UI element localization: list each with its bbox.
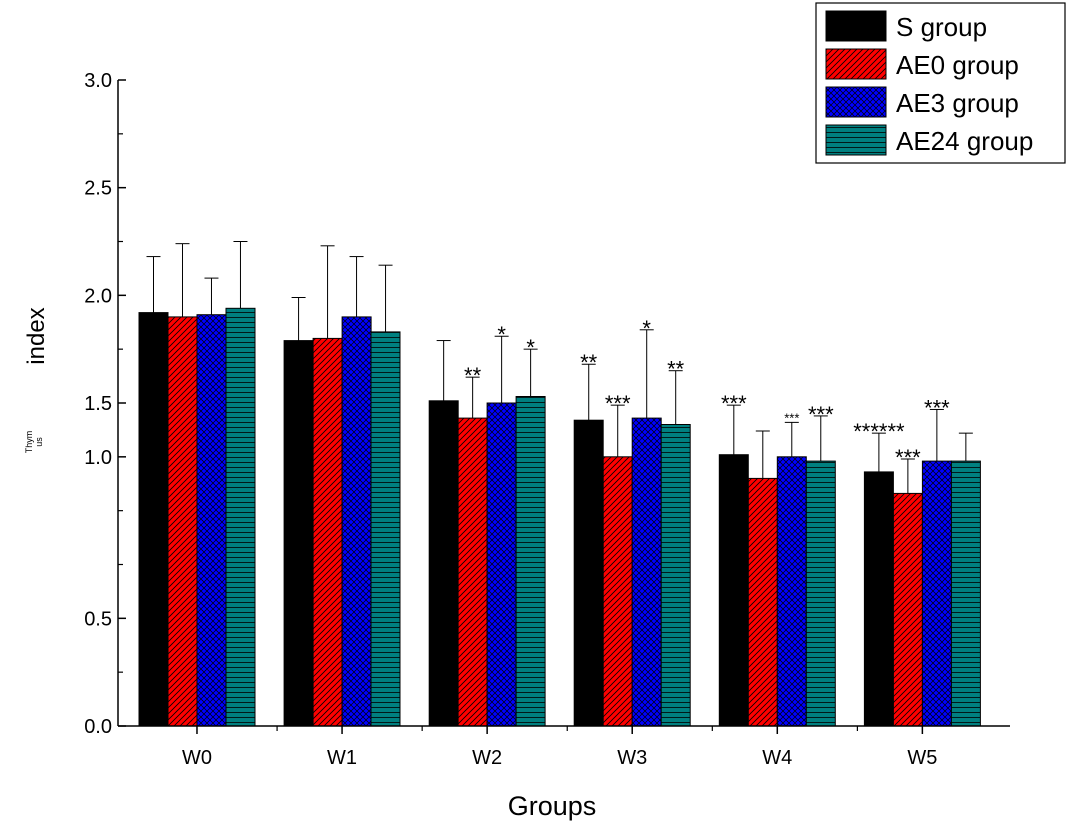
- bar-ae0-group-w5: [892, 492, 923, 727]
- bar-ae24-group-w1: [370, 331, 401, 727]
- legend-label-ae3-group: AE3 group: [896, 88, 1019, 118]
- bar-ae3-group-w3: [631, 417, 662, 727]
- significance-label: **: [580, 350, 598, 375]
- error-bar-s-group-w4: [726, 404, 741, 455]
- significance-label: ***: [605, 391, 631, 416]
- significance-label: *: [497, 322, 506, 347]
- y-tick-label: 1.0: [84, 447, 112, 469]
- error-bar-ae24-group-w0: [233, 241, 248, 309]
- legend: S group AE0 group AE3 group AE24 group: [815, 2, 1066, 164]
- error-bar-ae0-group-w2: [465, 376, 480, 419]
- significance-label: ***: [924, 396, 950, 421]
- error-bar-ae3-group-w4: [784, 421, 799, 457]
- significance-label: ***: [721, 391, 747, 416]
- error-bar-ae3-group-w5: [929, 408, 944, 462]
- error-bar-ae0-group-w5: [900, 458, 915, 494]
- error-bar-ae24-group-w5: [958, 432, 973, 462]
- error-bar-s-group-w3: [581, 363, 596, 421]
- bar-ae3-group-w1: [341, 316, 372, 727]
- error-bar-ae0-group-w3: [610, 404, 625, 457]
- error-bar-ae3-group-w1: [349, 256, 364, 317]
- bar-ae3-group-w0: [196, 314, 227, 727]
- error-bar-s-group-w2: [436, 340, 451, 401]
- bar-ae0-group-w0: [167, 316, 198, 727]
- bar-s-group-w1: [283, 340, 314, 727]
- error-bar-ae3-group-w0: [204, 277, 219, 315]
- bar-s-group-w5: [863, 471, 894, 727]
- legend-label-ae24-group: AE24 group: [896, 126, 1033, 156]
- significance-annotations: ****************** ***************: [464, 316, 950, 470]
- y-tick-label: 0.5: [84, 608, 112, 630]
- y-axis-label-sub-top: Thym: [24, 431, 34, 454]
- x-tick-label-w3: W3: [617, 747, 647, 769]
- significance-label: *: [642, 316, 651, 341]
- bar-ae3-group-w4: [776, 456, 807, 727]
- significance-label: ***: [808, 402, 834, 427]
- bar-ae24-group-w5: [950, 460, 981, 727]
- bar-s-group-w0: [138, 312, 169, 727]
- x-tick-label-w5: W5: [907, 747, 937, 769]
- error-bar-s-group-w5: [871, 432, 886, 472]
- significance-label: ***: [895, 445, 921, 470]
- bar-ae3-group-w5: [921, 460, 952, 727]
- bar-s-group-w4: [718, 454, 749, 727]
- significance-label: **: [667, 357, 685, 382]
- y-tick-label: 0.0: [84, 716, 112, 738]
- legend-label-s-group: S group: [896, 12, 987, 42]
- y-tick-label: 2.5: [84, 178, 112, 200]
- y-axis-label: index: [23, 307, 50, 364]
- legend-label-ae0-group: AE0 group: [896, 50, 1019, 80]
- x-tick-label-w0: W0: [182, 747, 212, 769]
- error-bar-ae3-group-w3: [639, 329, 654, 419]
- x-tick-label-w2: W2: [472, 747, 502, 769]
- significance-label: ******: [853, 419, 905, 444]
- y-axis-label-sub-bottom: us: [34, 437, 44, 447]
- x-tick-label-w4: W4: [762, 747, 792, 769]
- error-bar-ae24-group-w2: [523, 348, 538, 397]
- bar-ae0-group-w2: [457, 417, 488, 727]
- x-ticks: W0 W1 W2 W3 W4 W5: [182, 726, 937, 769]
- error-bar-s-group-w1: [291, 296, 306, 341]
- bar-s-group-w2: [428, 400, 459, 727]
- bar-ae24-group-w4: [805, 460, 836, 727]
- error-bar-ae0-group-w4: [755, 430, 770, 479]
- significance-label: *: [526, 335, 535, 360]
- y-tick-label: 1.5: [84, 393, 112, 415]
- bar-s-group-w3: [573, 419, 604, 727]
- y-tick-label: 3.0: [84, 70, 112, 92]
- y-axis-label-group: index Thym us: [23, 307, 50, 453]
- error-bar-ae0-group-w1: [320, 245, 335, 339]
- error-bar-ae24-group-w4: [813, 415, 828, 462]
- error-bars: [146, 241, 973, 494]
- error-bar-ae3-group-w2: [494, 335, 509, 403]
- bars: [138, 307, 981, 727]
- error-bar-ae24-group-w1: [378, 264, 393, 332]
- bar-ae24-group-w3: [660, 424, 691, 727]
- bar-ae0-group-w3: [602, 456, 633, 727]
- legend-swatch-ae0-group: [825, 48, 887, 80]
- significance-label: **: [464, 363, 482, 388]
- legend-swatch-s-group: [825, 10, 887, 42]
- significance-label: ***: [784, 410, 799, 425]
- bar-ae24-group-w2: [515, 396, 546, 727]
- legend-swatch-ae24-group: [825, 124, 887, 156]
- error-bar-ae0-group-w0: [175, 243, 190, 317]
- error-bar-s-group-w0: [146, 256, 161, 313]
- error-bar-ae24-group-w3: [668, 370, 683, 425]
- x-axis-label: Groups: [508, 791, 597, 821]
- bar-ae24-group-w0: [225, 307, 256, 727]
- y-tick-label: 2.0: [84, 285, 112, 307]
- bar-ae3-group-w2: [486, 402, 517, 727]
- bar-ae0-group-w4: [747, 477, 778, 727]
- legend-swatch-ae3-group: [825, 86, 887, 118]
- y-ticks: 3.0 2.5 2.0 1.5 1.0 0.5 0.0: [84, 70, 126, 738]
- bar-ae0-group-w1: [312, 337, 343, 727]
- x-tick-label-w1: W1: [327, 747, 357, 769]
